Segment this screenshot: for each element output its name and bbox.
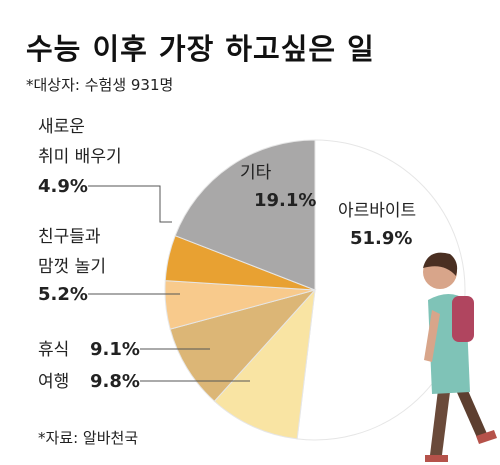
category-label: 기타 bbox=[240, 163, 272, 183]
value-label: 19.1% bbox=[254, 190, 317, 211]
spacer bbox=[26, 66, 29, 69]
category-label: 아르바이트 bbox=[338, 201, 417, 221]
value-label: 9.1% bbox=[90, 339, 140, 360]
person-illustration bbox=[423, 252, 497, 462]
shoe bbox=[425, 455, 448, 462]
leader-line bbox=[88, 185, 172, 223]
pie bbox=[164, 139, 466, 441]
category-label: 여행 bbox=[38, 372, 70, 392]
value-label: 51.9% bbox=[350, 228, 413, 249]
pie-slice bbox=[174, 139, 316, 291]
chart-source: *자료: 알바천국 bbox=[38, 429, 139, 447]
shoe bbox=[476, 430, 497, 444]
value-label: 5.2% bbox=[38, 284, 88, 305]
arm bbox=[424, 310, 440, 362]
leaders bbox=[88, 185, 250, 382]
pie-slice bbox=[213, 288, 316, 440]
category-label: 휴식 bbox=[38, 340, 70, 360]
leg bbox=[430, 390, 450, 455]
category-label: 새로운 취미 배우기 bbox=[38, 117, 122, 167]
value-label: 9.8% bbox=[90, 371, 140, 392]
chart-subtitle: *대상자: 수험생 931명 bbox=[26, 76, 174, 94]
leg bbox=[455, 386, 488, 440]
value-label: 4.9% bbox=[38, 176, 88, 197]
category-label: 친구들과 맘껏 놀기 bbox=[38, 227, 106, 277]
backpack bbox=[452, 296, 474, 342]
hair bbox=[423, 252, 458, 276]
chart-title: 수능 이후 가장 하고싶은 일 bbox=[26, 32, 375, 66]
pie-slice bbox=[169, 289, 317, 402]
